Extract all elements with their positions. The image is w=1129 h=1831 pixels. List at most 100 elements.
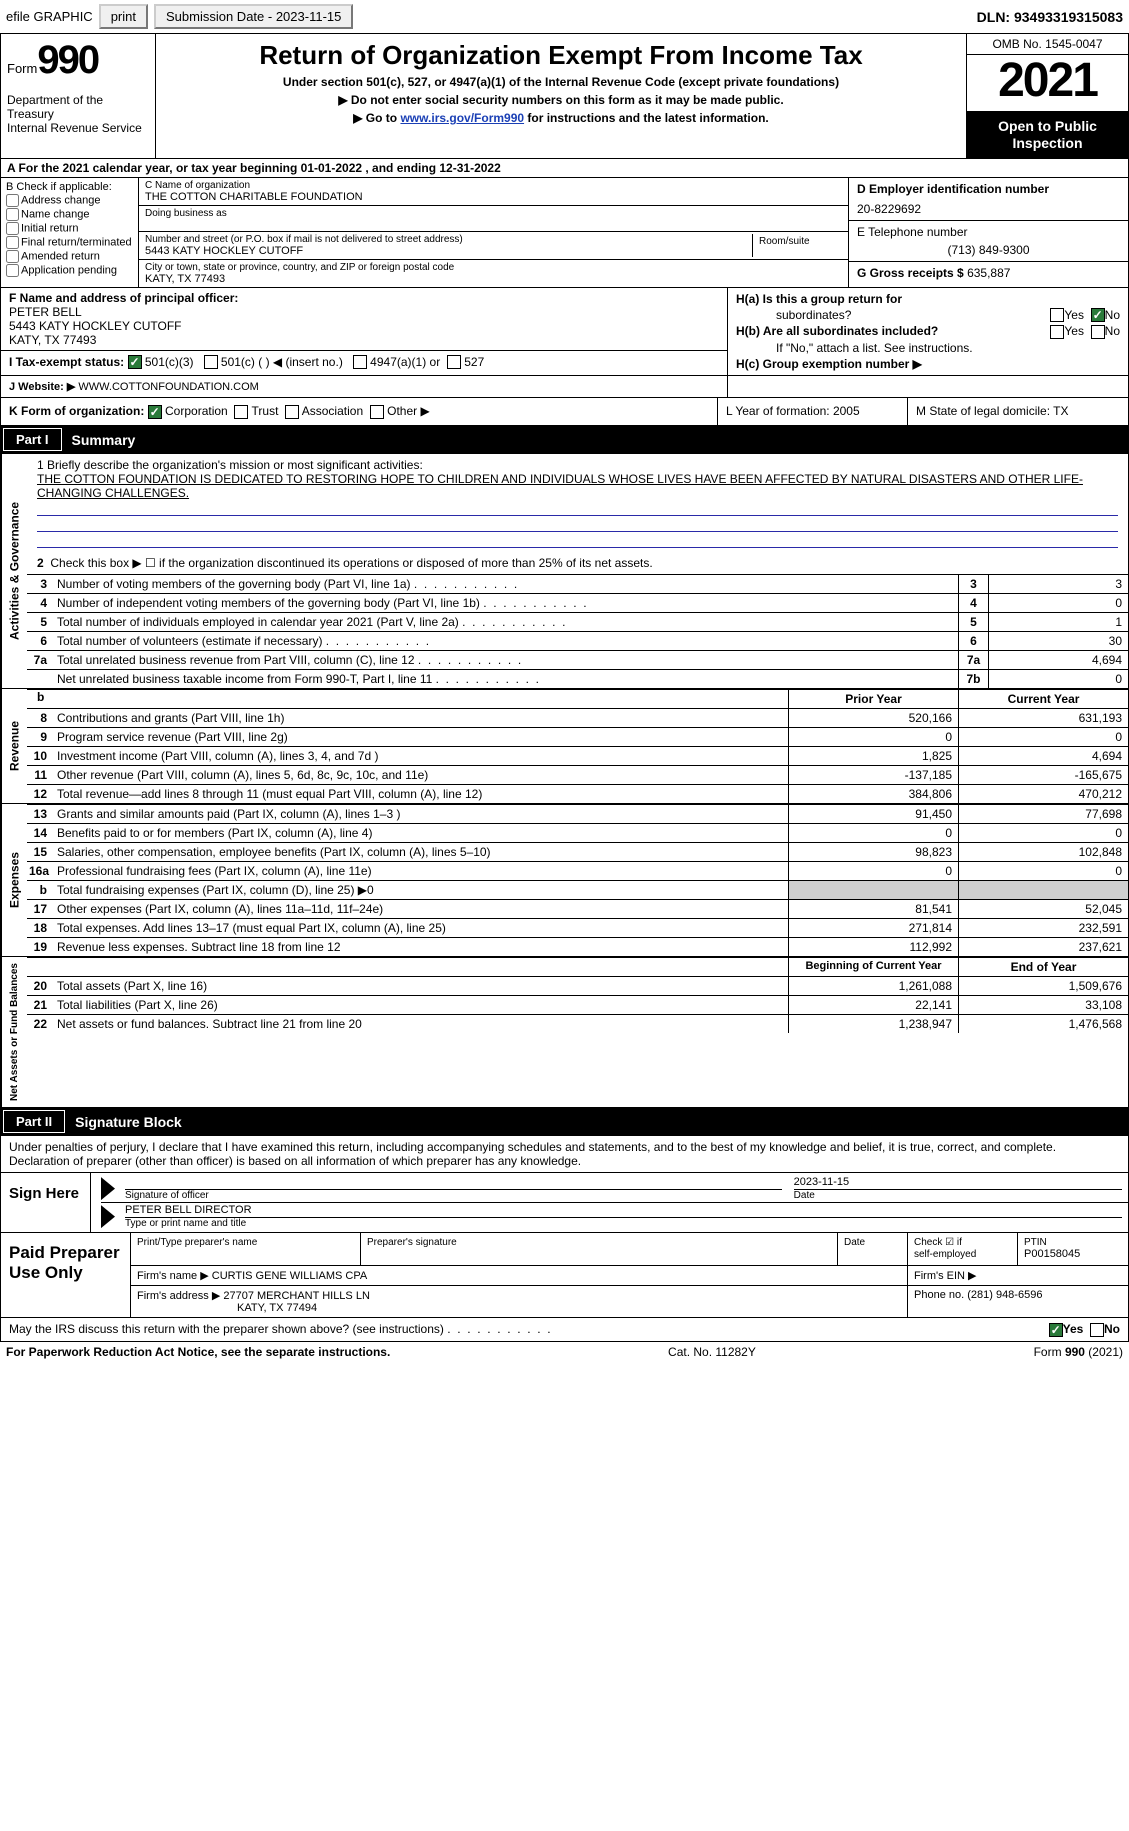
firm-name: CURTIS GENE WILLIAMS CPA <box>212 1270 367 1282</box>
ha-yes-lbl: Yes <box>1064 308 1084 322</box>
lbl-4947: 4947(a)(1) or <box>370 355 440 369</box>
d-gross: G Gross receipts $ 635,887 <box>849 262 1128 287</box>
c-name-label: C Name of organization <box>145 180 842 191</box>
form990-link[interactable]: www.irs.gov/Form990 <box>400 111 524 125</box>
firm-addr2: KATY, TX 77494 <box>137 1302 317 1314</box>
header-right: OMB No. 1545-0047 2021 Open to Public In… <box>966 34 1128 158</box>
row-a-text: A For the 2021 calendar year, or tax yea… <box>7 161 501 175</box>
c-dba-cell: Doing business as <box>139 206 848 232</box>
print-button[interactable]: print <box>99 4 148 29</box>
officer-name: PETER BELL <box>9 305 82 319</box>
lbl-trust: Trust <box>252 404 279 418</box>
chk-initial-return[interactable] <box>6 222 19 235</box>
ptin-lbl: PTIN <box>1024 1237 1047 1248</box>
lbl-amended-return: Amended return <box>21 250 100 262</box>
tel-value: (713) 849-9300 <box>857 243 1120 257</box>
open-to-public: Open to Public Inspection <box>967 112 1128 158</box>
gross-value: 635,887 <box>967 266 1010 280</box>
hdr-end-year: End of Year <box>958 958 1128 976</box>
form-title: Return of Organization Exempt From Incom… <box>164 40 958 71</box>
signature-intro: Under penalties of perjury, I declare th… <box>0 1136 1129 1173</box>
colb-header: B Check if applicable: <box>6 181 133 193</box>
ha-label2: subordinates? <box>736 308 956 323</box>
column-h: H(a) Is this a group return for subordin… <box>728 288 1128 376</box>
row-j: J Website: ▶ WWW.COTTONFOUNDATION.COM <box>0 376 1129 398</box>
summary-line: 3Number of voting members of the governi… <box>27 574 1128 593</box>
column-f-i: F Name and address of principal officer:… <box>1 288 728 376</box>
submission-date-button[interactable]: Submission Date - 2023-11-15 <box>154 4 353 29</box>
discuss-text: May the IRS discuss this return with the… <box>9 1322 444 1336</box>
lbl-initial-return: Initial return <box>21 222 78 234</box>
lbl-name-change: Name change <box>21 208 90 220</box>
firm-addr-lbl: Firm's address ▶ <box>137 1290 220 1302</box>
lbl-501c3: 501(c)(3) <box>145 355 194 369</box>
org-city: KATY, TX 77493 <box>145 273 842 285</box>
chk-501c3[interactable]: ✓ <box>128 355 142 369</box>
hb-yes[interactable] <box>1050 325 1064 339</box>
hb-no-lbl: No <box>1105 324 1120 338</box>
summary-line: 9Program service revenue (Part VIII, lin… <box>27 727 1128 746</box>
k-label: K Form of organization: <box>9 404 144 418</box>
summary-line: 20Total assets (Part X, line 16)1,261,08… <box>27 976 1128 995</box>
preparer-sig-lbl: Preparer's signature <box>367 1237 457 1248</box>
k-form-org: K Form of organization: ✓ Corporation Tr… <box>1 398 718 425</box>
chk-trust[interactable] <box>234 405 248 419</box>
ha-no[interactable]: ✓ <box>1091 308 1105 322</box>
summary-line: 11Other revenue (Part VIII, column (A), … <box>27 765 1128 784</box>
header-left: Form990 Department of the Treasury Inter… <box>1 34 156 158</box>
c-city-cell: City or town, state or province, country… <box>139 260 848 287</box>
footer-right: Form 990 (2021) <box>1034 1345 1123 1359</box>
chk-application-pending[interactable] <box>6 264 19 277</box>
footer-left: For Paperwork Reduction Act Notice, see … <box>6 1345 390 1359</box>
part2-title: Signature Block <box>67 1112 190 1132</box>
chk-other[interactable] <box>370 405 384 419</box>
mission-text: THE COTTON FOUNDATION IS DEDICATED TO RE… <box>37 472 1118 500</box>
summary-line: 19Revenue less expenses. Subtract line 1… <box>27 937 1128 956</box>
preparer-date-lbl: Date <box>844 1237 865 1248</box>
d-tel: E Telephone number (713) 849-9300 <box>849 221 1128 262</box>
chk-4947[interactable] <box>353 355 367 369</box>
column-b-checklist: B Check if applicable: Address change Na… <box>1 178 139 287</box>
ha-no-lbl: No <box>1105 308 1120 322</box>
summary-line: 12Total revenue—add lines 8 through 11 (… <box>27 784 1128 803</box>
row-klm: K Form of organization: ✓ Corporation Tr… <box>0 398 1129 426</box>
chk-final-return[interactable] <box>6 236 19 249</box>
summary-line: 18Total expenses. Add lines 13–17 (must … <box>27 918 1128 937</box>
chk-address-change[interactable] <box>6 194 19 207</box>
discuss-yes[interactable]: ✓ <box>1049 1323 1063 1337</box>
chk-name-change[interactable] <box>6 208 19 221</box>
i-label: I Tax-exempt status: <box>9 355 124 369</box>
row-a-tax-year: A For the 2021 calendar year, or tax yea… <box>0 159 1129 178</box>
column-c: C Name of organization THE COTTON CHARIT… <box>139 178 848 287</box>
lbl-527: 527 <box>464 355 484 369</box>
hb-label: H(b) Are all subordinates included? <box>736 324 938 338</box>
summary-line: 5Total number of individuals employed in… <box>27 612 1128 631</box>
chk-527[interactable] <box>447 355 461 369</box>
part1-tag: Part I <box>3 428 62 451</box>
summary-line: Net unrelated business taxable income fr… <box>27 669 1128 688</box>
chk-501c[interactable] <box>204 355 218 369</box>
part1-title: Summary <box>64 430 144 450</box>
self-employed-chk: Check ☑ if <box>914 1237 962 1248</box>
firm-ein-lbl: Firm's EIN ▶ <box>914 1270 977 1282</box>
gross-label: G Gross receipts $ <box>857 266 964 280</box>
chk-corporation[interactable]: ✓ <box>148 405 162 419</box>
goto-post: for instructions and the latest informat… <box>524 111 769 125</box>
part2-header: Part II Signature Block <box>0 1108 1129 1136</box>
hb-no[interactable] <box>1091 325 1105 339</box>
efile-label: efile GRAPHIC <box>6 9 93 24</box>
form-num: 990 <box>37 38 98 82</box>
block-bcd: B Check if applicable: Address change Na… <box>0 178 1129 288</box>
m-state: M State of legal domicile: TX <box>908 398 1128 425</box>
firm-name-lbl: Firm's name ▶ <box>137 1270 209 1282</box>
org-address: 5443 KATY HOCKLEY CUTOFF <box>145 245 752 257</box>
summary-line: 6Total number of volunteers (estimate if… <box>27 631 1128 650</box>
discuss-no[interactable] <box>1090 1323 1104 1337</box>
chk-amended-return[interactable] <box>6 250 19 263</box>
c-addr-cell: Number and street (or P.O. box if mail i… <box>139 232 848 260</box>
chk-association[interactable] <box>285 405 299 419</box>
ha-yes[interactable] <box>1050 308 1064 322</box>
hc-label: H(c) Group exemption number ▶ <box>736 357 922 371</box>
lbl-application-pending: Application pending <box>21 264 117 276</box>
hb-note: If "No," attach a list. See instructions… <box>736 341 1120 355</box>
